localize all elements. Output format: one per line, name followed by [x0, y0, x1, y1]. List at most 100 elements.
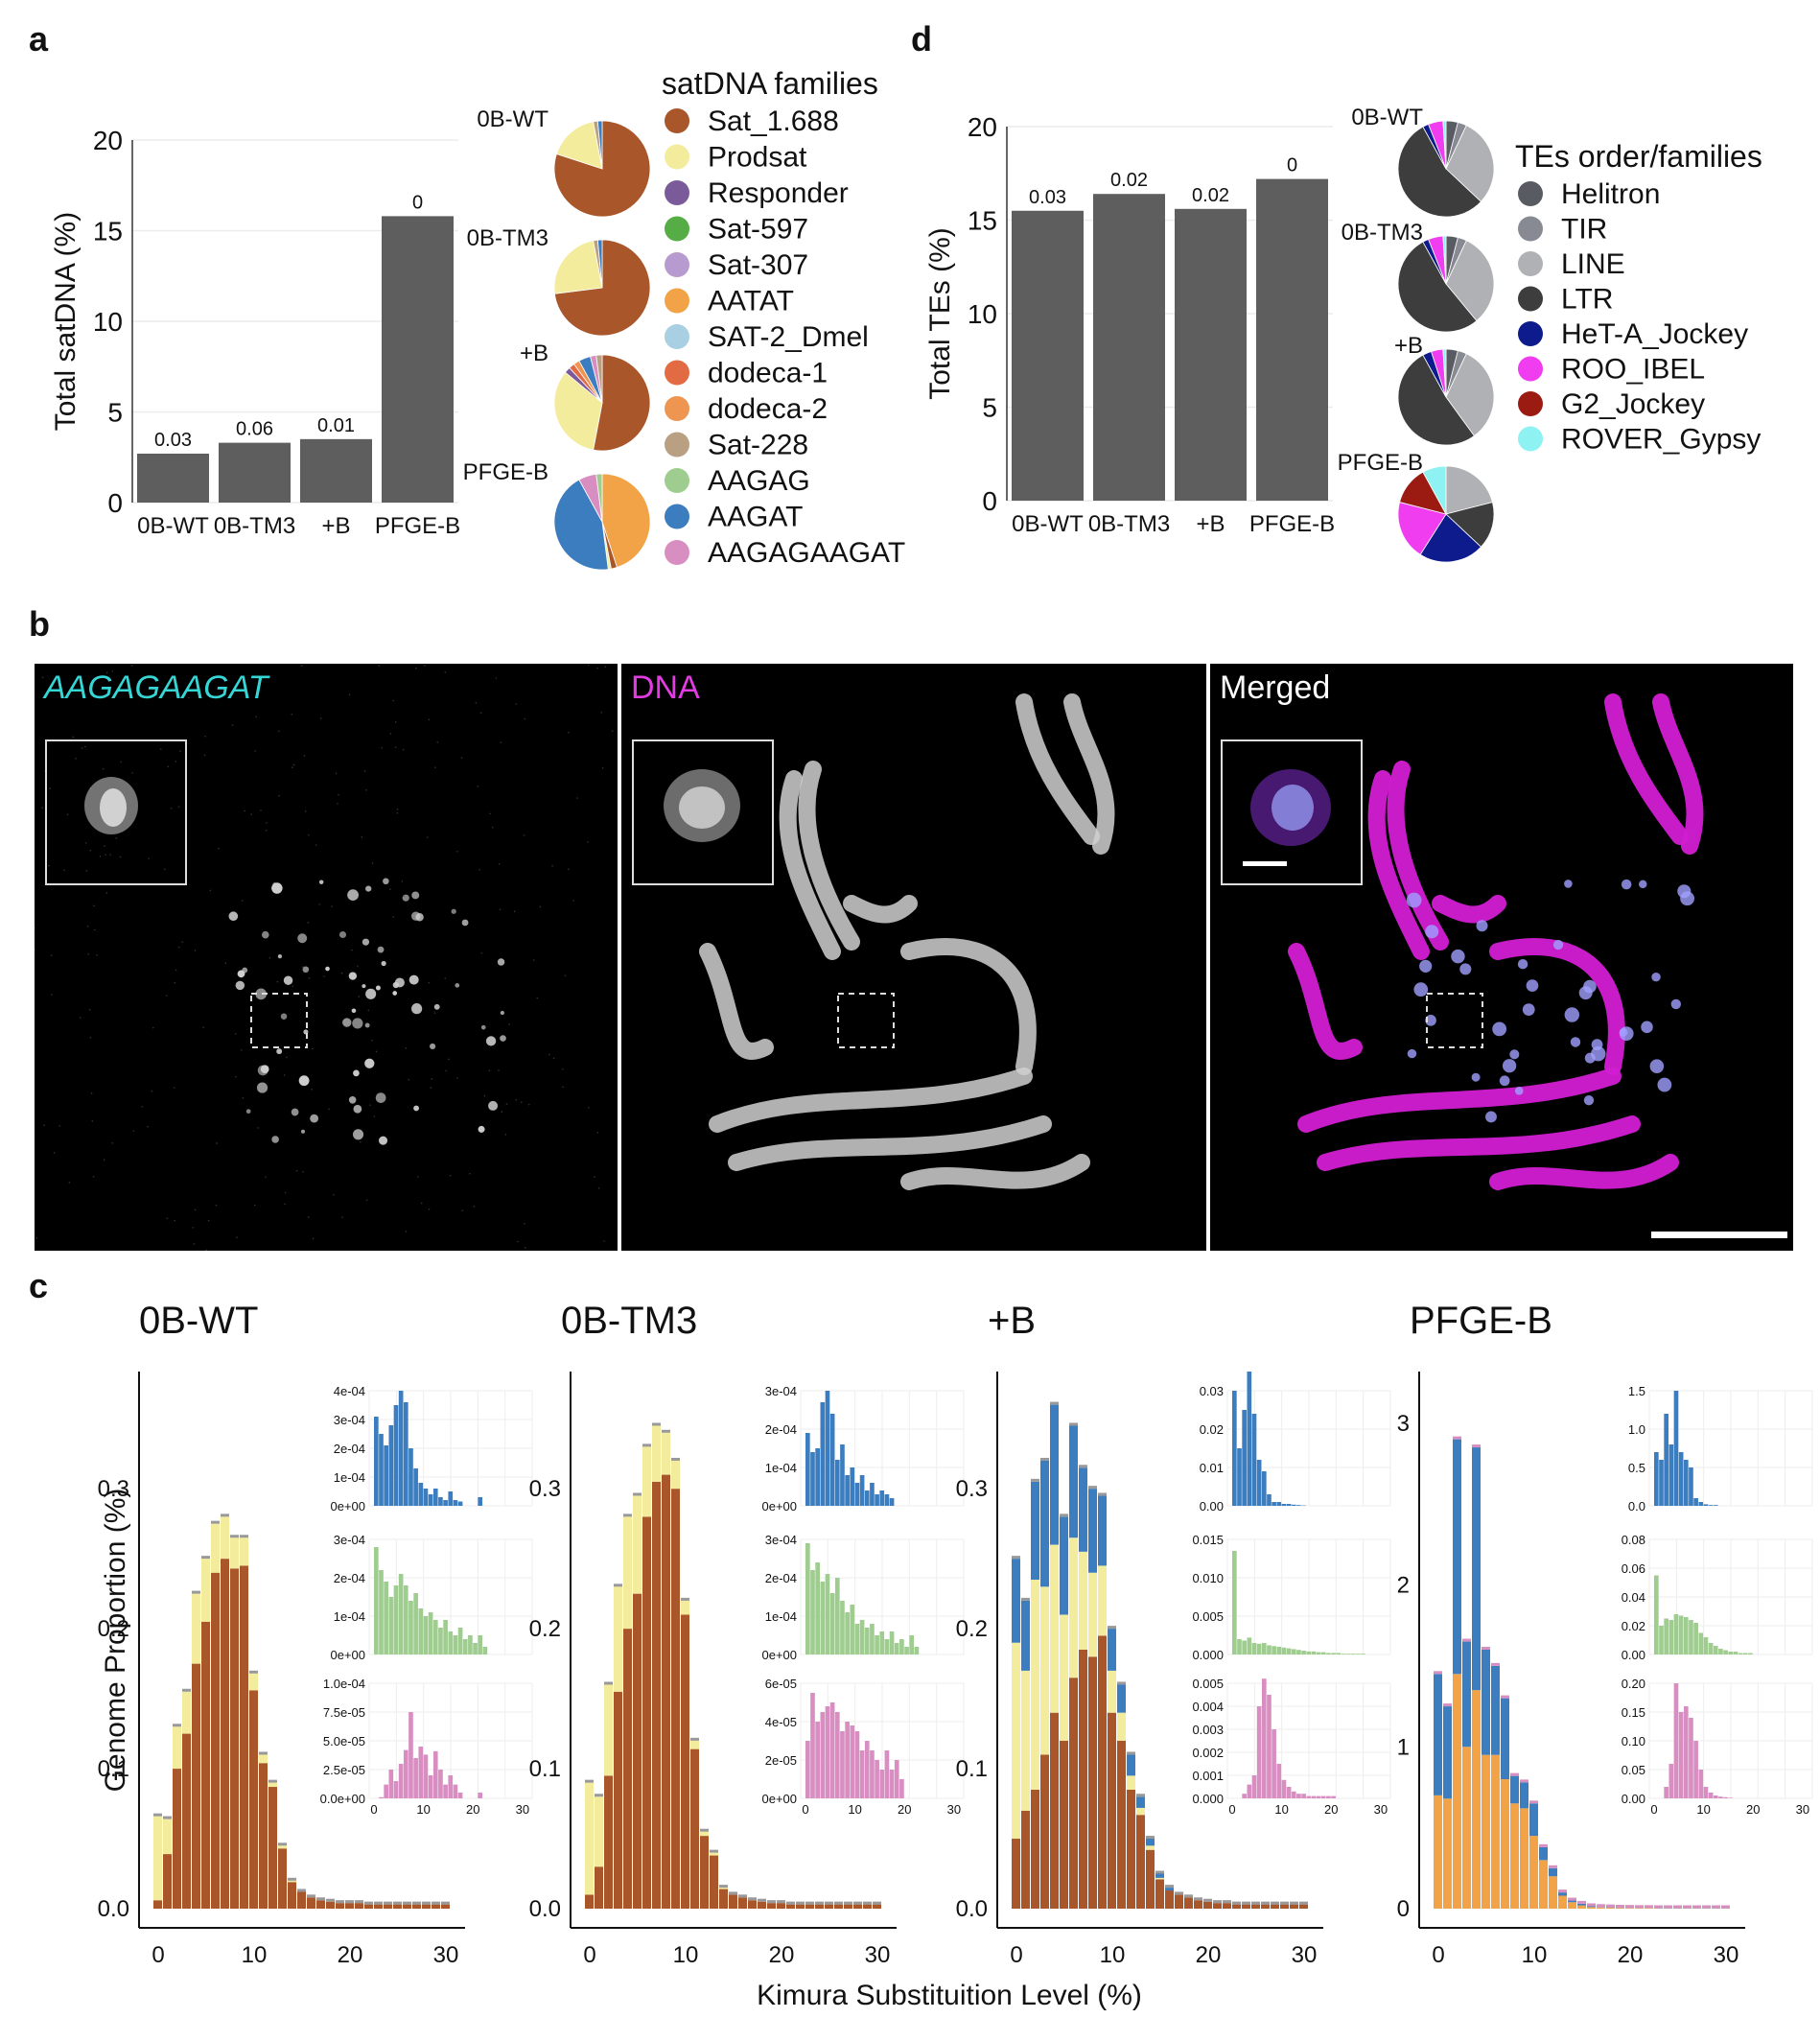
hist-bar-prodsat	[278, 1845, 287, 1849]
background-noise	[192, 1227, 195, 1229]
background-noise	[604, 666, 607, 668]
probe-signal	[272, 882, 277, 887]
background-noise	[408, 1078, 410, 1081]
legend-swatch-AAGAT	[665, 504, 689, 529]
inset-bar	[384, 1784, 388, 1798]
hist-bar-top	[288, 1877, 296, 1881]
inset-bar	[1286, 1648, 1292, 1654]
hist-bar-aagat	[1568, 1900, 1576, 1903]
background-noise	[86, 926, 89, 927]
inset-bar	[815, 1448, 820, 1506]
inset-bar	[825, 1706, 830, 1798]
inset-bar	[379, 1434, 384, 1506]
y-tick-label: 1	[1397, 1734, 1410, 1760]
chromosome-2	[1015, 693, 1100, 845]
legend-label-AAGAT: AAGAT	[708, 502, 803, 533]
hist-bar-top	[690, 1737, 699, 1741]
background-noise	[513, 910, 516, 913]
hist-bar-aagat	[1558, 1892, 1567, 1896]
merged-signal	[1471, 1072, 1481, 1082]
background-noise	[587, 664, 590, 666]
x-tick-label: PFGE-B	[1249, 511, 1335, 537]
y-tick-label: 20	[968, 112, 997, 142]
inset-bar	[1296, 1794, 1301, 1798]
inset-bar	[889, 1498, 895, 1506]
inset-bar	[1708, 1643, 1714, 1654]
background-noise	[204, 735, 206, 738]
panel-title-PFGE-B: PFGE-B	[1410, 1300, 1552, 1342]
inset-y-tick: 0.08	[1622, 1533, 1645, 1547]
hist-bar-prodsat	[173, 1726, 181, 1770]
x-tick-label: 20	[1196, 1942, 1222, 1968]
pie-slice-ROVER_Gypsy	[1442, 348, 1447, 398]
inset-bar	[1291, 1504, 1296, 1506]
probe-signal	[413, 1105, 420, 1112]
probe-signal	[375, 1092, 386, 1103]
inset-bar	[875, 1760, 879, 1798]
hist-bar-top	[1251, 1901, 1260, 1905]
te-bar-and-pie-chart: 0 5 10 15 20 Total TEs (%) 0.03 0B-WT 0.02 0B-TM3…	[924, 105, 1762, 563]
hist-bar-sat1688	[393, 1904, 402, 1909]
legend-label-G2_Jockey: G2_Jockey	[1561, 388, 1705, 420]
inset-bar	[393, 1585, 399, 1654]
background-noise	[265, 1176, 267, 1178]
y-tick-label: 0.2	[98, 1616, 129, 1642]
inset-x-tick: 20	[466, 1802, 479, 1817]
pie-label-0B-WT: 0B-WT	[477, 106, 548, 132]
background-noise	[357, 965, 359, 968]
background-noise	[175, 760, 177, 763]
inset-x-tick: 10	[1696, 1802, 1710, 1817]
background-noise	[241, 900, 244, 902]
bar-value-label: 0	[412, 192, 423, 213]
hist-bar-top	[249, 1670, 258, 1674]
background-noise	[369, 1104, 371, 1106]
background-noise	[424, 664, 426, 667]
hist-bar-aagat	[1462, 1641, 1471, 1748]
hist-bar-sat1688	[825, 1904, 833, 1909]
inset-x-tick: 30	[947, 1802, 961, 1817]
bar-+B	[1175, 208, 1247, 502]
hist-bar-sat1688	[1117, 1740, 1126, 1909]
background-noise	[48, 864, 50, 867]
background-noise	[365, 1199, 368, 1201]
background-noise	[444, 977, 447, 979]
y-tick-label: 10	[93, 307, 123, 337]
hist-bar-aatat	[1558, 1895, 1567, 1909]
inset-bar	[1689, 1467, 1693, 1506]
probe-signal	[325, 966, 330, 972]
hist-bar-sat1688	[738, 1897, 747, 1909]
background-noise	[91, 1119, 94, 1122]
hist-bar-aatat	[1491, 1754, 1500, 1909]
hist-bar-top	[1194, 1897, 1202, 1901]
inset-bar	[1316, 1652, 1321, 1654]
hist-bar-top	[834, 1901, 843, 1905]
background-noise	[551, 865, 553, 867]
legend-swatch-AAGAG	[665, 468, 689, 493]
legend-label-Sat-597: Sat-597	[708, 214, 808, 246]
background-noise	[394, 746, 397, 749]
background-noise	[315, 844, 317, 846]
chromosome-4	[1288, 943, 1363, 1060]
inset-x-tick: 20	[1324, 1802, 1338, 1817]
inset-bar	[1256, 1706, 1262, 1798]
pie-label-0B-WT: 0B-WT	[1351, 105, 1423, 130]
hist-bar-top	[1645, 1905, 1653, 1909]
probe-signal	[408, 974, 419, 985]
hist-bar-top	[853, 1901, 862, 1905]
hist-bar-sat1688	[1079, 1650, 1087, 1909]
inset-y-tick: 1.0	[1628, 1422, 1645, 1437]
inset-y-tick: 0.03	[1200, 1384, 1224, 1398]
merged-signal	[1564, 1007, 1580, 1022]
hist-bar-aagat	[1117, 1684, 1126, 1713]
inset-bar	[1703, 1637, 1709, 1654]
background-noise	[433, 1012, 436, 1014]
hist-bar-top	[230, 1535, 239, 1538]
inset-bar	[1267, 1695, 1272, 1798]
inset-bar	[1301, 1794, 1306, 1798]
background-noise	[319, 717, 322, 719]
inset-bar	[1316, 1795, 1321, 1798]
inset-y-tick: 0.04	[1622, 1590, 1645, 1605]
hist-bar-sat1688	[259, 1763, 268, 1909]
inset-bar	[894, 1643, 899, 1654]
inset-y-tick: 2e-04	[765, 1422, 797, 1437]
